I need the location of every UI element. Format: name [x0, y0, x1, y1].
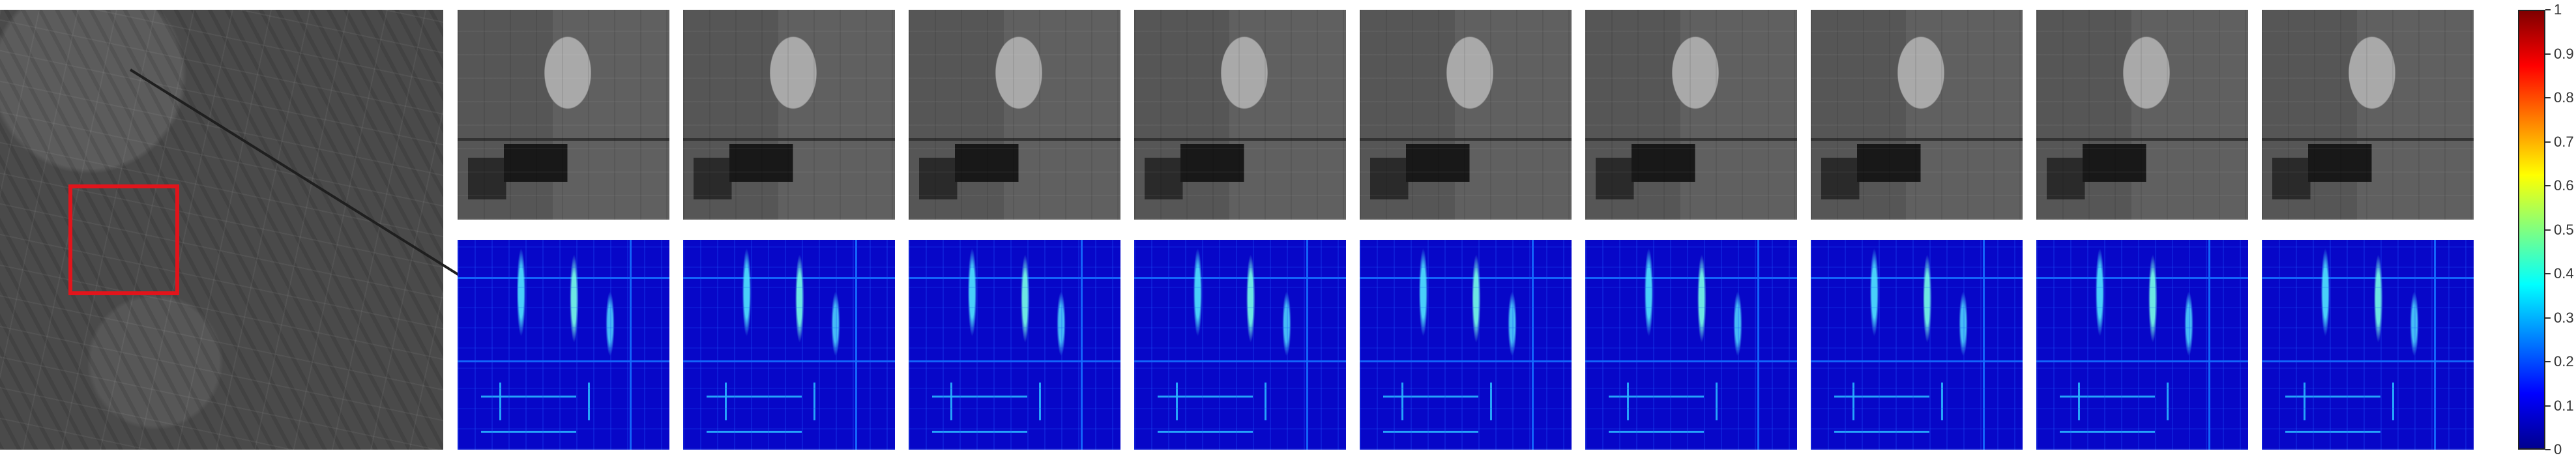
- zoomed-patch-7: [1811, 10, 2023, 220]
- error-map-2: [683, 240, 895, 450]
- error-map-3: [909, 240, 1120, 450]
- colorbar-tick-mark: [2545, 9, 2551, 10]
- error-colorbar: [2518, 10, 2545, 450]
- zoomed-patch-8: [2036, 10, 2248, 220]
- colorbar-tick-label: 0: [2554, 441, 2562, 457]
- colorbar-tick-mark: [2545, 273, 2551, 274]
- colorbar-tick-label: 0.2: [2554, 353, 2574, 370]
- zoomed-patch-6: [1585, 10, 1797, 220]
- zoomed-patch-1: [458, 10, 669, 220]
- colorbar-tick-label: 0.6: [2554, 177, 2574, 194]
- colorbar-tick-mark: [2545, 449, 2551, 450]
- colorbar-tick-label: 0.7: [2554, 133, 2574, 150]
- colorbar-tick-mark: [2545, 97, 2551, 98]
- error-map-5: [1360, 240, 1572, 450]
- error-map-1: [458, 240, 669, 450]
- error-map-9: [2262, 240, 2474, 450]
- colorbar-tick-mark: [2545, 185, 2551, 186]
- colorbar-tick-label: 1: [2554, 1, 2562, 18]
- colorbar-tick-mark: [2545, 317, 2551, 319]
- zoomed-patch-3: [909, 10, 1120, 220]
- zoomed-patch-4: [1134, 10, 1346, 220]
- colorbar-tick-label: 0.8: [2554, 89, 2574, 106]
- zoomed-patch-9: [2262, 10, 2474, 220]
- colorbar-tick-label: 0.5: [2554, 221, 2574, 238]
- colorbar-tick-label: 0.1: [2554, 397, 2574, 414]
- overview-satellite-image: [0, 10, 485, 450]
- zoomed-patch-2: [683, 10, 895, 220]
- colorbar-tick-mark: [2545, 361, 2551, 362]
- colorbar-tick-label: 0.3: [2554, 309, 2574, 326]
- error-map-6: [1585, 240, 1797, 450]
- zoomed-patch-5: [1360, 10, 1572, 220]
- error-map-7: [1811, 240, 2023, 450]
- colorbar-tick-label: 0.9: [2554, 45, 2574, 62]
- error-map-8: [2036, 240, 2248, 450]
- error-map-4: [1134, 240, 1346, 450]
- colorbar-tick-mark: [2545, 141, 2551, 143]
- colorbar-tick-mark: [2545, 53, 2551, 55]
- colorbar-tick-label: 0.4: [2554, 265, 2574, 282]
- colorbar-tick-mark: [2545, 229, 2551, 231]
- colorbar-tick-mark: [2545, 405, 2551, 407]
- region-of-interest-box: [68, 184, 179, 295]
